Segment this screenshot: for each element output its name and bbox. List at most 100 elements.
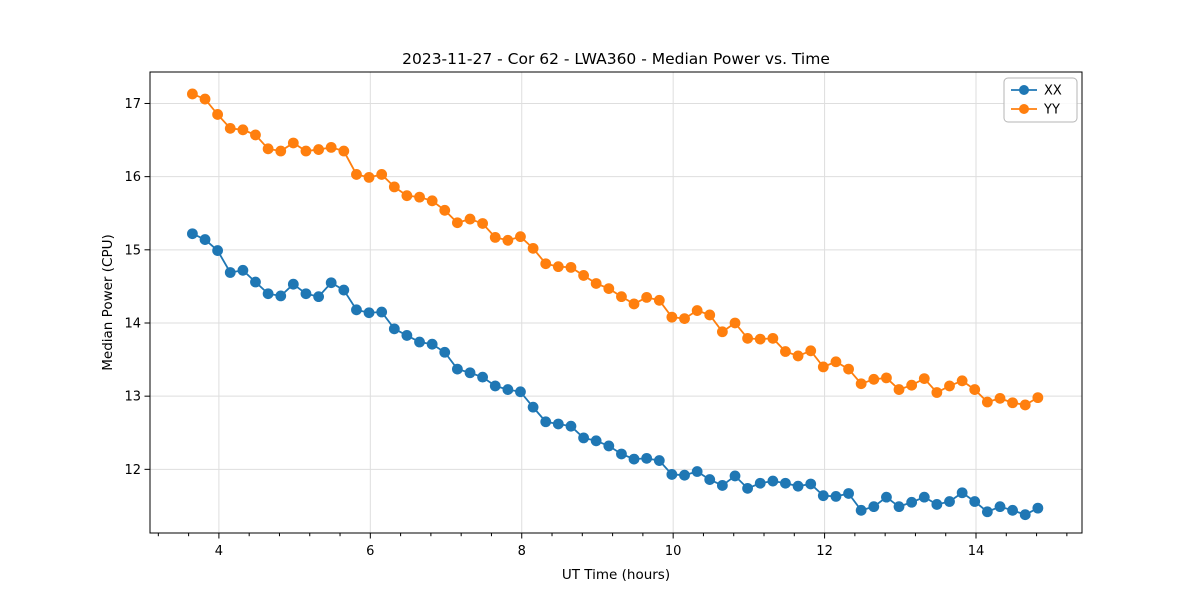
- series-yy-point-42: [716, 326, 728, 338]
- grid-layer: [150, 72, 1082, 533]
- x-tick-label-10: 10: [665, 544, 682, 559]
- series-yy-point-51: [830, 356, 842, 368]
- x-tick-label-4: 4: [215, 544, 223, 559]
- series-yy-point-37: [653, 294, 665, 306]
- series-xx-point-52: [843, 488, 854, 499]
- series-xx-point-57: [906, 496, 918, 508]
- series-yy-point-23: [477, 218, 488, 229]
- series-xx-point-17: [401, 330, 413, 341]
- series-yy-point-66: [1019, 399, 1031, 411]
- series-yy-point-43: [729, 317, 741, 329]
- series-yy-point-50: [817, 361, 829, 373]
- series-yy-point-13: [351, 169, 362, 180]
- series-xx-point-6: [262, 288, 274, 300]
- series-xx-point-28: [540, 416, 552, 428]
- series-yy-point-65: [1007, 397, 1018, 409]
- series-yy-point-40: [691, 305, 703, 316]
- series-yy-point-27: [527, 242, 539, 254]
- series-xx-point-51: [830, 491, 842, 502]
- series-yy-point-4: [237, 124, 249, 136]
- legend-label-yy: YY: [1043, 103, 1060, 118]
- series-yy-point-17: [401, 190, 413, 202]
- series-xx-point-1: [199, 234, 211, 245]
- series-yy-point-11: [325, 141, 337, 153]
- series-yy-point-16: [388, 181, 400, 193]
- series-yy-point-15: [376, 169, 388, 180]
- series-xx-point-0: [187, 228, 198, 240]
- x-tick-label-8: 8: [518, 544, 526, 559]
- x-tick-label-12: 12: [816, 544, 833, 559]
- series-yy-point-21: [451, 217, 463, 229]
- series-yy-point-62: [969, 384, 981, 395]
- series-xx-point-26: [515, 386, 526, 398]
- series-yy-point-31: [578, 270, 589, 281]
- series-xx-point-9: [300, 288, 312, 300]
- series-yy-point-3: [224, 122, 236, 134]
- y-tick-label-16: 16: [124, 170, 141, 185]
- series-yy-point-29: [552, 261, 564, 273]
- series-xx-point-24: [489, 380, 501, 392]
- series-yy-point-8: [287, 137, 299, 149]
- series-yy-point-5: [250, 129, 261, 141]
- series-xx-point-54: [868, 501, 880, 513]
- y-tick-label-12: 12: [124, 463, 141, 478]
- legend: XX YY: [1003, 77, 1078, 123]
- series-yy-point-47: [780, 346, 791, 357]
- series-xx-point-3: [224, 267, 236, 278]
- series-xx-point-60: [944, 496, 955, 507]
- series-yy-point-60: [944, 380, 955, 392]
- y-tick-label-13: 13: [124, 390, 141, 405]
- series-yy-point-52: [843, 363, 854, 375]
- series-xx-point-42: [716, 480, 728, 491]
- series-xx-point-36: [641, 452, 653, 464]
- series-xx-point-22: [464, 367, 476, 379]
- series-xx-point-31: [578, 432, 589, 444]
- series-yy-point-35: [628, 298, 640, 310]
- series-xx-point-39: [679, 469, 690, 481]
- series-xx-point-53: [855, 504, 867, 516]
- series-yy-point-12: [338, 145, 350, 157]
- series-yy-point-10: [313, 144, 325, 155]
- series-yy-point-59: [931, 387, 943, 398]
- series-yy-point-1: [199, 93, 211, 105]
- series-yy-point-54: [868, 373, 880, 385]
- series-xx-point-65: [1007, 504, 1018, 516]
- series-yy-point-33: [603, 283, 615, 294]
- series-xx-point-49: [805, 478, 817, 490]
- y-axis-label: Median Power (CPU): [100, 234, 116, 370]
- y-tick-label-14: 14: [124, 316, 141, 331]
- series-xx-point-30: [565, 420, 577, 432]
- series-yy-point-28: [540, 258, 552, 270]
- series-yy-point-45: [754, 333, 766, 345]
- series-xx-point-61: [956, 487, 968, 499]
- series-yy-point-63: [981, 396, 993, 408]
- series-xx-point-59: [931, 499, 943, 510]
- series-yy-point-25: [502, 234, 514, 246]
- series-xx-point-63: [981, 506, 993, 518]
- series-yy-point-0: [187, 88, 198, 100]
- series-xx-point-62: [969, 496, 981, 507]
- series-xx-point-35: [628, 453, 640, 465]
- series-xx-point-27: [527, 401, 539, 413]
- series-yy-point-26: [515, 231, 526, 243]
- series-xx-point-37: [653, 455, 665, 466]
- series-xx-point-21: [451, 363, 463, 375]
- x-axis-label: UT Time (hours): [562, 567, 670, 583]
- series-xx-point-29: [552, 418, 564, 430]
- series-yy-point-57: [906, 379, 918, 391]
- series-yy-point-34: [616, 291, 627, 303]
- series-yy-point-39: [679, 313, 690, 324]
- series-yy-point-22: [464, 213, 476, 225]
- series-xx-point-46: [767, 475, 779, 487]
- series-xx-point-40: [691, 466, 703, 477]
- legend-label-xx: XX: [1044, 84, 1062, 99]
- series-xx-point-23: [477, 371, 488, 383]
- series-xx-point-56: [893, 501, 905, 513]
- series-xx-point-38: [666, 469, 678, 480]
- series-yy-point-14: [363, 171, 375, 183]
- chart-title: 2023-11-27 - Cor 62 - LWA360 - Median Po…: [402, 50, 830, 68]
- series-yy-point-2: [212, 109, 224, 120]
- series-yy-point-19: [426, 195, 438, 207]
- series-xx-point-2: [212, 245, 224, 256]
- series-yy-point-53: [855, 378, 867, 390]
